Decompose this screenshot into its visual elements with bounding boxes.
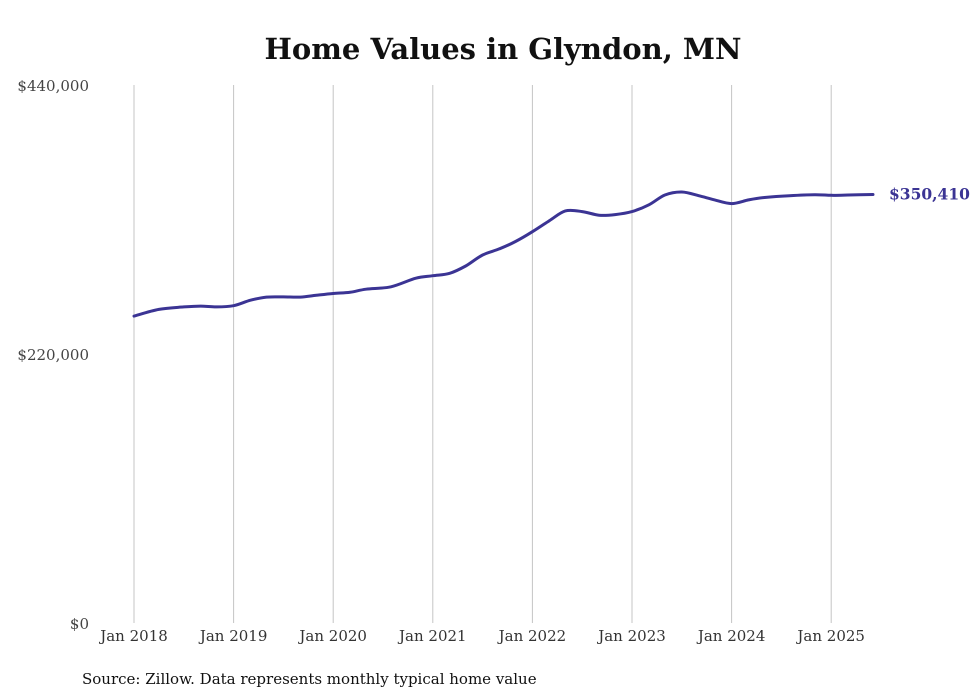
y-axis-ticks: $0 $220,000 $440,000	[17, 77, 89, 633]
x-tick-label: Jan 2020	[297, 627, 367, 645]
source-note: Source: Zillow. Data represents monthly …	[82, 670, 537, 688]
chart-title: Home Values in Glyndon, MN	[265, 32, 742, 66]
x-tick-label: Jan 2025	[795, 627, 865, 645]
series-layer: $350,410	[132, 185, 970, 318]
end-value-label: $350,410	[889, 185, 970, 204]
x-axis-ticks: Jan 2018 Jan 2019 Jan 2020 Jan 2021 Jan 2022…	[98, 627, 865, 645]
y-tick-label: $0	[70, 615, 89, 633]
gridlines	[133, 85, 832, 623]
x-tick-label: Jan 2022	[497, 627, 567, 645]
x-tick-label: Jan 2019	[198, 627, 268, 645]
x-tick-label: Jan 2023	[596, 627, 666, 645]
y-tick-label: $440,000	[17, 77, 89, 95]
x-tick-label: Jan 2024	[696, 627, 766, 645]
x-tick-label: Jan 2021	[397, 627, 467, 645]
series-line	[132, 190, 875, 318]
y-tick-label: $220,000	[17, 346, 89, 364]
x-tick-label: Jan 2018	[98, 627, 168, 645]
